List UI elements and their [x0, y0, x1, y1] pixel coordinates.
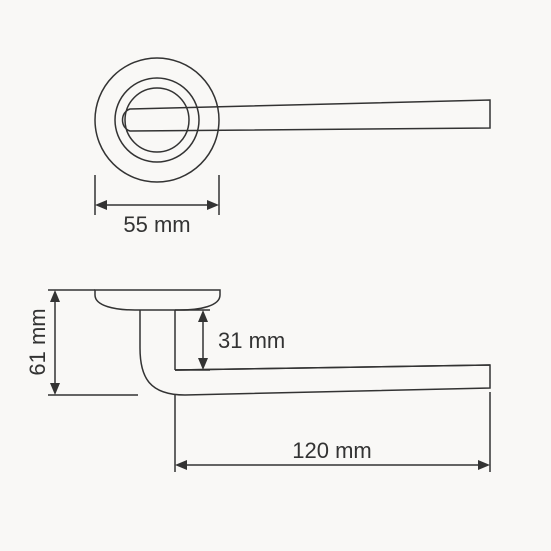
dim-120-label: 120 mm [292, 438, 371, 463]
dim-61-label: 61 mm [25, 308, 50, 375]
dim-31mm: 31 mm [175, 310, 285, 370]
arrow-up-icon [50, 290, 60, 302]
technical-drawing: 55 mm 61 mm 31 mm 120 mm [0, 0, 551, 551]
arrow-down-icon [50, 383, 60, 395]
arrow-right-icon [207, 200, 219, 210]
handle-top-outline [123, 100, 491, 131]
arrow-left-icon-2 [175, 460, 187, 470]
arrow-left-icon [95, 200, 107, 210]
dim-55mm: 55 mm [95, 175, 219, 237]
arrow-up-icon-2 [198, 310, 208, 322]
top-view [95, 58, 490, 182]
rose-inner-circle [125, 88, 189, 152]
dim-61mm: 61 mm [25, 290, 138, 395]
rose-outer-circle [95, 58, 219, 182]
rose-side-outline [95, 290, 220, 310]
dim-120mm: 120 mm [175, 392, 490, 472]
handle-top-edge [175, 365, 490, 370]
dim-31-label: 31 mm [218, 328, 285, 353]
arrow-down-icon-2 [198, 358, 208, 370]
arrow-right-icon-2 [478, 460, 490, 470]
handle-side-outline [140, 348, 490, 395]
rose-mid-circle [115, 78, 199, 162]
dim-55-label: 55 mm [123, 212, 190, 237]
side-view [95, 290, 490, 395]
